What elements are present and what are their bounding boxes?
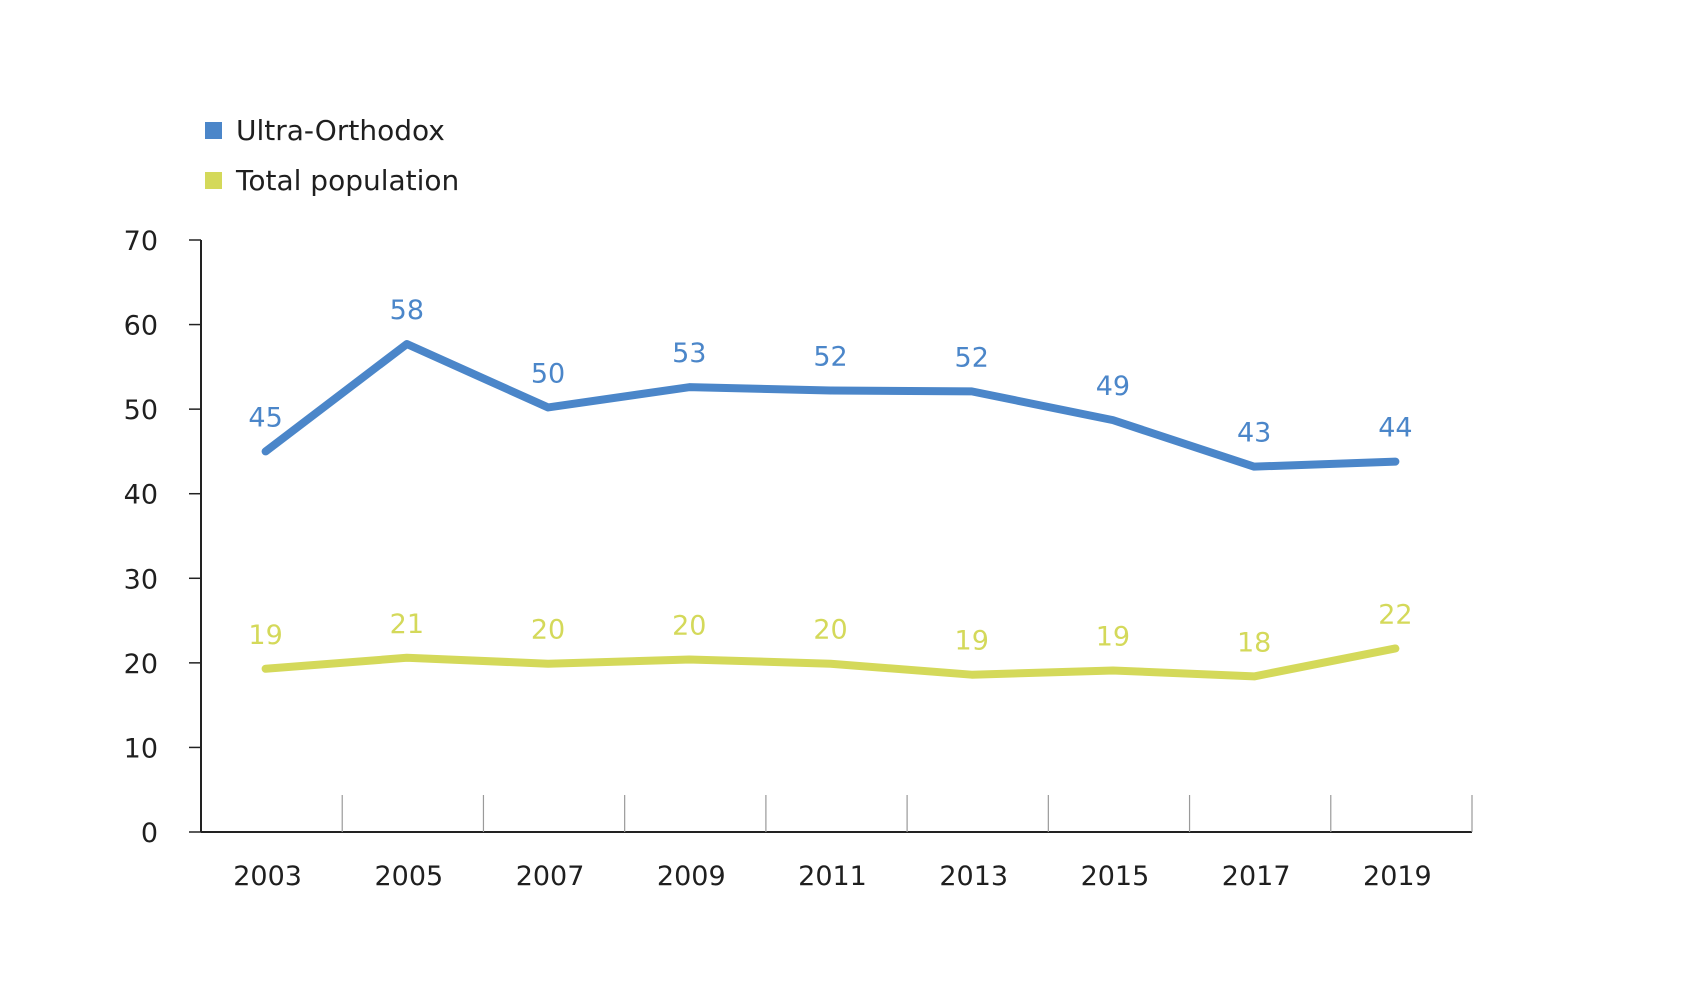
data-label: 43 <box>1237 418 1271 449</box>
y-tick-label: 0 <box>141 818 158 849</box>
data-label: 53 <box>672 338 706 369</box>
data-label: 58 <box>390 295 424 326</box>
x-tick-label: 2007 <box>516 861 585 892</box>
y-tick-label: 40 <box>124 480 158 511</box>
data-label: 50 <box>531 358 565 389</box>
data-label: 20 <box>813 615 847 646</box>
data-label: 21 <box>390 609 424 640</box>
data-label: 52 <box>955 342 989 373</box>
series-line-total-population <box>261 644 1400 681</box>
legend-item-total-population: Total population <box>205 155 459 205</box>
data-label: 18 <box>1237 627 1271 658</box>
y-tick-label: 30 <box>124 564 158 595</box>
data-label: 45 <box>248 402 282 433</box>
data-label: 19 <box>1096 621 1130 652</box>
y-tick-label: 10 <box>124 733 158 764</box>
legend-label-ultra-orthodox: Ultra-Orthodox <box>236 113 445 147</box>
x-tick-label: 2009 <box>657 861 726 892</box>
data-label: 20 <box>672 610 706 641</box>
y-tick-label: 20 <box>124 649 158 680</box>
legend-item-ultra-orthodox: Ultra-Orthodox <box>205 105 459 155</box>
series-line-ultra-orthodox <box>261 340 1400 471</box>
x-tick-label: 2017 <box>1222 861 1291 892</box>
x-tick-label: 2003 <box>233 861 302 892</box>
data-label: 20 <box>531 615 565 646</box>
legend-label-total-population: Total population <box>236 163 460 197</box>
data-label: 49 <box>1096 371 1130 402</box>
y-tick-label: 60 <box>124 311 158 342</box>
data-label: 22 <box>1378 599 1412 630</box>
x-tick-label: 2019 <box>1363 861 1432 892</box>
data-label: 19 <box>248 620 282 651</box>
y-tick-label: 70 <box>124 226 158 257</box>
legend-swatch-total-population <box>205 171 222 189</box>
x-tick-label: 2011 <box>798 861 867 892</box>
x-tick-label: 2013 <box>939 861 1008 892</box>
data-label: 52 <box>813 342 847 373</box>
x-tick-label: 2005 <box>374 861 443 892</box>
y-tick-label: 50 <box>124 395 158 426</box>
data-label: 19 <box>955 626 989 657</box>
legend-swatch-ultra-orthodox <box>205 121 222 139</box>
data-label: 44 <box>1378 413 1412 444</box>
x-tick-label: 2015 <box>1081 861 1150 892</box>
legend: Ultra-Orthodox Total population <box>205 105 459 205</box>
